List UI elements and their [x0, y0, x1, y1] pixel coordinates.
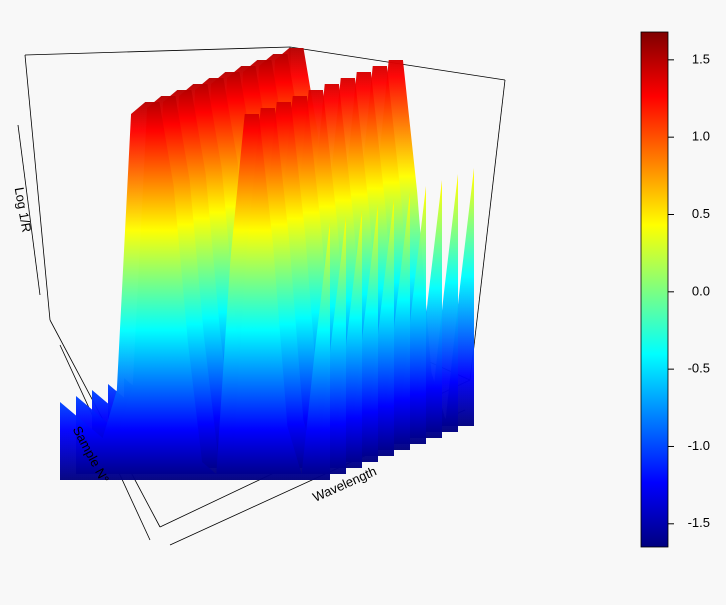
- colorbar-tick-label: -1.5: [688, 515, 710, 530]
- colorbar: [640, 31, 669, 548]
- colorbar-tick-label: 0.5: [692, 206, 710, 221]
- z-axis-label: Log 1/R: [12, 186, 35, 233]
- surface-layer: [60, 102, 330, 480]
- colorbar-tick-label: -0.5: [688, 361, 710, 376]
- surface: [60, 48, 474, 480]
- colorbar-tick-label: 0.0: [692, 283, 710, 298]
- colorbar-tick-label: 1.0: [692, 129, 710, 144]
- colorbar-tick-label: -1.0: [688, 438, 710, 453]
- colorbar-tick-label: 1.5: [692, 51, 710, 66]
